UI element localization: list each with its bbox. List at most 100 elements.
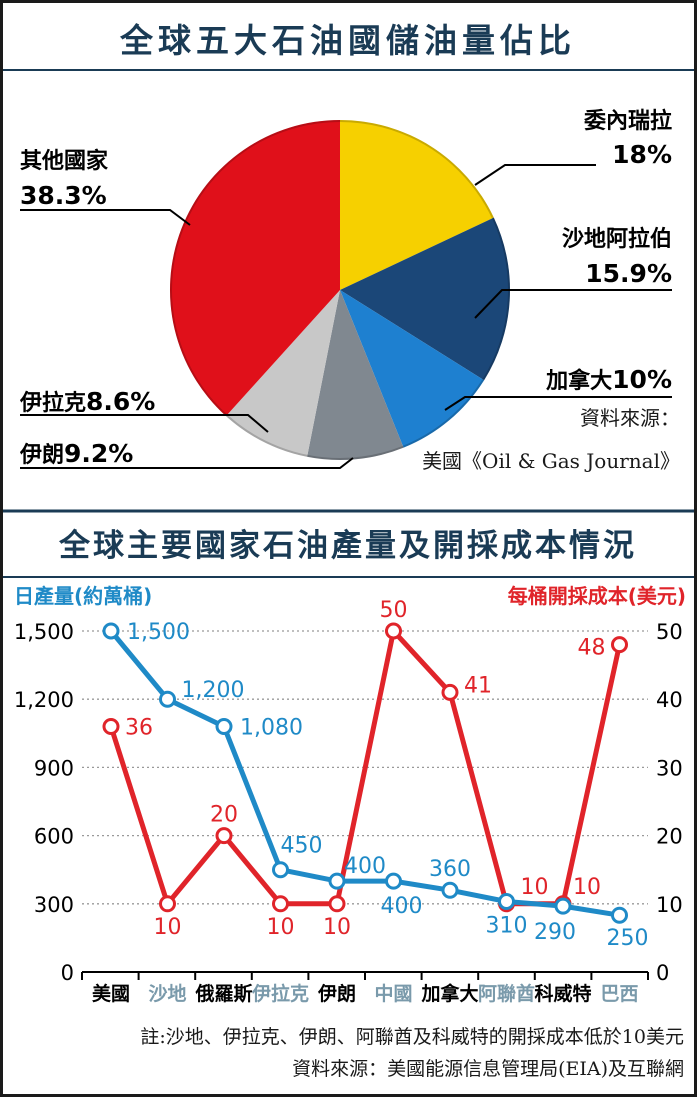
cost-series-point: [102, 718, 120, 735]
right-axis-tick-label: 50: [656, 620, 683, 644]
right-axis-label: 每桶開採成本(美元): [508, 584, 686, 608]
output-series-point: [159, 690, 176, 708]
pie-leader-line: [20, 209, 191, 226]
left-axis-tick-label: 1,500: [14, 620, 74, 644]
cost-series-data-label: 48: [578, 636, 606, 661]
x-axis-category-label: 中國: [374, 982, 412, 1005]
pie-slice: [340, 217, 511, 381]
x-axis-category-label: 伊朗: [317, 982, 356, 1005]
pie-slice-label: 加拿大10%: [545, 365, 672, 394]
right-axis-tick-label: 20: [656, 825, 683, 849]
cost-series-data-label: 10: [521, 875, 549, 900]
line-section-title: 全球主要國家石油產量及開採成本情況: [58, 528, 637, 564]
pie-slice-value: 18%: [612, 140, 672, 169]
output-series-line: [109, 629, 620, 918]
right-axis-tick-label: 40: [656, 688, 683, 712]
cost-series-point: [611, 636, 628, 654]
pie-chart-labels: 委內瑞拉 18% 沙地阿拉伯 15.9% 加拿大10% 伊朗9.2% 伊拉克8.6% 其他國家…: [19, 108, 672, 469]
pie-slice: [307, 290, 404, 461]
pie-slice-value: 10%: [612, 365, 672, 394]
pie-slice-label: 伊朗9.2%: [19, 439, 133, 468]
left-axis-tick-label: 600: [34, 825, 74, 849]
cost-series-data-label: 41: [464, 673, 492, 698]
output-series-point: [215, 718, 233, 735]
x-axis-category-label: 阿聯酋: [478, 982, 535, 1005]
output-series-data-label: 450: [281, 834, 323, 859]
cost-series-point: [215, 827, 233, 845]
x-axis-category-label: 科威特: [534, 982, 591, 1005]
line-chart: 0 300 600 900 1,200 1,500 0 10 20 30 40 50 美國 沙地 俄羅斯 伊拉…: [14, 598, 683, 1005]
pie-slice-label: 伊拉克8.6%: [19, 387, 155, 416]
output-series-point: [611, 906, 628, 924]
pie-slice-value: 38.3%: [20, 181, 107, 210]
cost-series-data-label: 10: [154, 915, 182, 940]
cost-series-data-label: 10: [267, 915, 295, 940]
x-axis-category-label: 沙地: [148, 982, 186, 1005]
left-axis-tick-label: 1,200: [14, 688, 74, 712]
pie-slice-value: 8.6%: [86, 387, 155, 416]
output-series-point: [328, 872, 346, 890]
cost-series-point: [441, 683, 459, 701]
x-axis-category-label: 美國: [92, 982, 130, 1005]
output-series-point: [498, 893, 515, 910]
cost-series-data-label: 36: [125, 716, 153, 741]
pie-source-label: 資料來源：: [580, 406, 680, 430]
output-series-data-label: 1,200: [182, 678, 245, 703]
pie-slice-name: 加拿大: [545, 368, 612, 394]
cost-series-data-label: 10: [573, 875, 601, 900]
cost-series-data-label: 50: [380, 598, 408, 623]
left-axis-tick-label: 900: [34, 756, 74, 780]
pie-slice: [225, 290, 340, 457]
output-series-point: [385, 872, 402, 890]
cost-series-data-label: 20: [210, 803, 238, 828]
left-axis-tick-label: 300: [34, 893, 74, 917]
right-axis-tick-label: 0: [656, 961, 669, 985]
pie-slice-value: 15.9%: [585, 259, 672, 288]
output-series-data-label: 400: [381, 894, 423, 919]
pie-leader-line: [20, 457, 354, 469]
pie-leader-line: [444, 396, 672, 411]
pie-slice: [169, 119, 340, 417]
left-axis-label: 日產量(約萬桶): [14, 584, 152, 608]
cost-series-data-label: 10: [323, 915, 351, 940]
pie-slice-name: 伊拉克: [19, 390, 86, 416]
pie-leader-line: [474, 289, 672, 319]
x-axis-category-label: 俄羅斯: [194, 982, 252, 1005]
output-series-point: [102, 622, 120, 640]
pie-slice: [340, 120, 494, 290]
pie-slice-name: 沙地阿拉伯: [562, 226, 672, 252]
output-series-data-label: 360: [429, 857, 471, 882]
x-axis-category-label: 巴西: [600, 983, 638, 1005]
pie-section-title: 全球五大石油國儲油量佔比: [119, 21, 576, 60]
pie-source-text: 美國《Oil & Gas Journal》: [422, 449, 680, 473]
output-series-data-label: 310: [486, 914, 528, 939]
x-axis-category-label: 伊拉克: [251, 982, 309, 1005]
footer-source: 資料來源：美國能源信息管理局(EIA)及互聯網: [292, 1058, 684, 1080]
output-series-point: [554, 897, 572, 915]
pie-slice-name: 其他國家: [20, 148, 109, 174]
output-series-point: [272, 861, 289, 879]
pie-slice-name: 委內瑞拉: [584, 108, 672, 134]
output-series-data-label: 400: [344, 854, 386, 879]
pie-chart: [169, 119, 511, 461]
output-series-data-label: 250: [607, 926, 649, 951]
pie-slice-name: 伊朗: [19, 442, 64, 468]
output-series-data-label: 290: [534, 920, 576, 945]
pie-leader-line: [474, 164, 596, 186]
pie-leader-line: [20, 414, 269, 433]
cost-series-point: [272, 895, 289, 913]
output-series-point: [441, 881, 459, 899]
right-axis-tick-label: 10: [656, 893, 683, 917]
x-axis-category-label: 加拿大: [420, 982, 478, 1005]
output-series-data-label: 1,500: [127, 620, 190, 645]
left-axis-tick-label: 0: [61, 961, 74, 985]
pie-slice-value: 9.2%: [64, 439, 133, 468]
output-series-data-label: 1,080: [240, 716, 303, 741]
cost-series-point: [328, 895, 346, 913]
cost-series-point: [159, 895, 176, 913]
right-axis-tick-label: 30: [656, 756, 683, 780]
footer-note: 註:沙地、伊拉克、伊朗、阿聯酋及科威特的開採成本低於10美元: [140, 1026, 684, 1048]
cost-series-point: [385, 622, 402, 640]
